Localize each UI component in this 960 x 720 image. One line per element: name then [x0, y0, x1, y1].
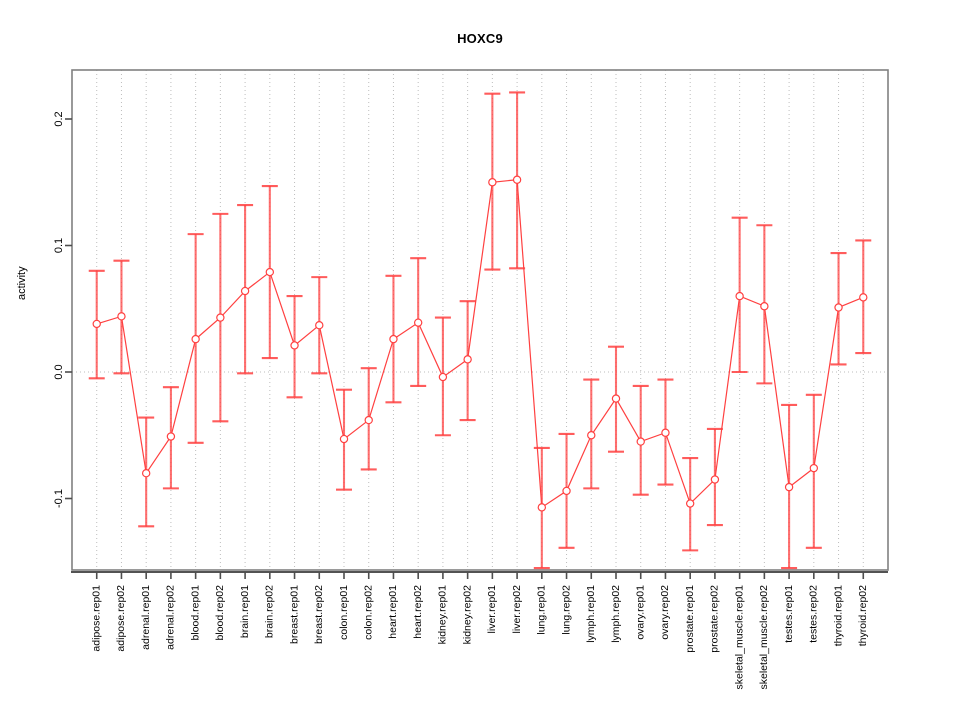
x-tick-label: ovary.rep02 [659, 585, 671, 640]
x-tick-label: adrenal.rep01 [140, 585, 152, 650]
svg-text:-0.1: -0.1 [53, 489, 65, 508]
svg-text:0.2: 0.2 [53, 111, 65, 126]
x-tick-label: blood.rep01 [189, 585, 201, 641]
x-tick-label: adrenal.rep02 [165, 585, 177, 650]
plot-border [71, 69, 889, 571]
x-tick-label: brain.rep02 [264, 585, 276, 638]
x-tick-label: lymph.rep01 [585, 585, 597, 643]
x-tick-label: heart.rep01 [387, 585, 399, 639]
x-tick-label: liver.rep02 [511, 585, 523, 634]
x-axis [71, 571, 888, 579]
svg-text:0.1: 0.1 [53, 238, 65, 253]
x-tick-label: lung.rep02 [560, 585, 572, 635]
x-tick-label: brain.rep01 [239, 585, 251, 638]
x-tick-label: blood.rep02 [214, 585, 226, 641]
x-tick-labels: adipose.rep01 adipose.rep02 adrenal.rep01 a… [91, 585, 870, 690]
svg-text:0.0: 0.0 [53, 364, 65, 379]
y-axis: -0.1 0.0 0.1 0.2 [53, 111, 72, 508]
chart-title: HOXC9 [457, 31, 503, 46]
x-tick-label: testes.rep02 [808, 585, 820, 643]
x-tick-label: prostate.rep01 [684, 585, 696, 653]
x-tick-label: kidney.rep01 [437, 585, 449, 645]
x-tick-label: thyroid.rep01 [832, 585, 844, 646]
x-tick-label: heart.rep02 [412, 585, 424, 639]
gridlines [96, 70, 864, 570]
x-tick-label: testes.rep01 [783, 585, 795, 643]
data-point-markers [92, 175, 868, 512]
series-connector-line [96, 179, 864, 509]
x-tick-label: skeletal_muscle.rep01 [733, 585, 745, 690]
x-tick-label: lung.rep01 [536, 585, 548, 635]
x-tick-label: adipose.rep01 [91, 585, 103, 652]
x-tick-label: ovary.rep01 [635, 585, 647, 640]
x-tick-label: adipose.rep02 [115, 585, 127, 652]
x-tick-label: breast.rep02 [313, 585, 325, 644]
x-tick-label: breast.rep01 [288, 585, 300, 644]
x-tick-label: liver.rep01 [486, 585, 498, 634]
x-tick-label: prostate.rep02 [709, 585, 721, 653]
x-tick-label: lymph.rep02 [610, 585, 622, 643]
x-tick-label: colon.rep02 [363, 585, 375, 640]
x-tick-label: colon.rep01 [338, 585, 350, 640]
x-tick-label: thyroid.rep02 [857, 585, 869, 646]
x-tick-label: kidney.rep02 [461, 585, 473, 645]
x-tick-label: skeletal_muscle.rep02 [758, 585, 770, 690]
